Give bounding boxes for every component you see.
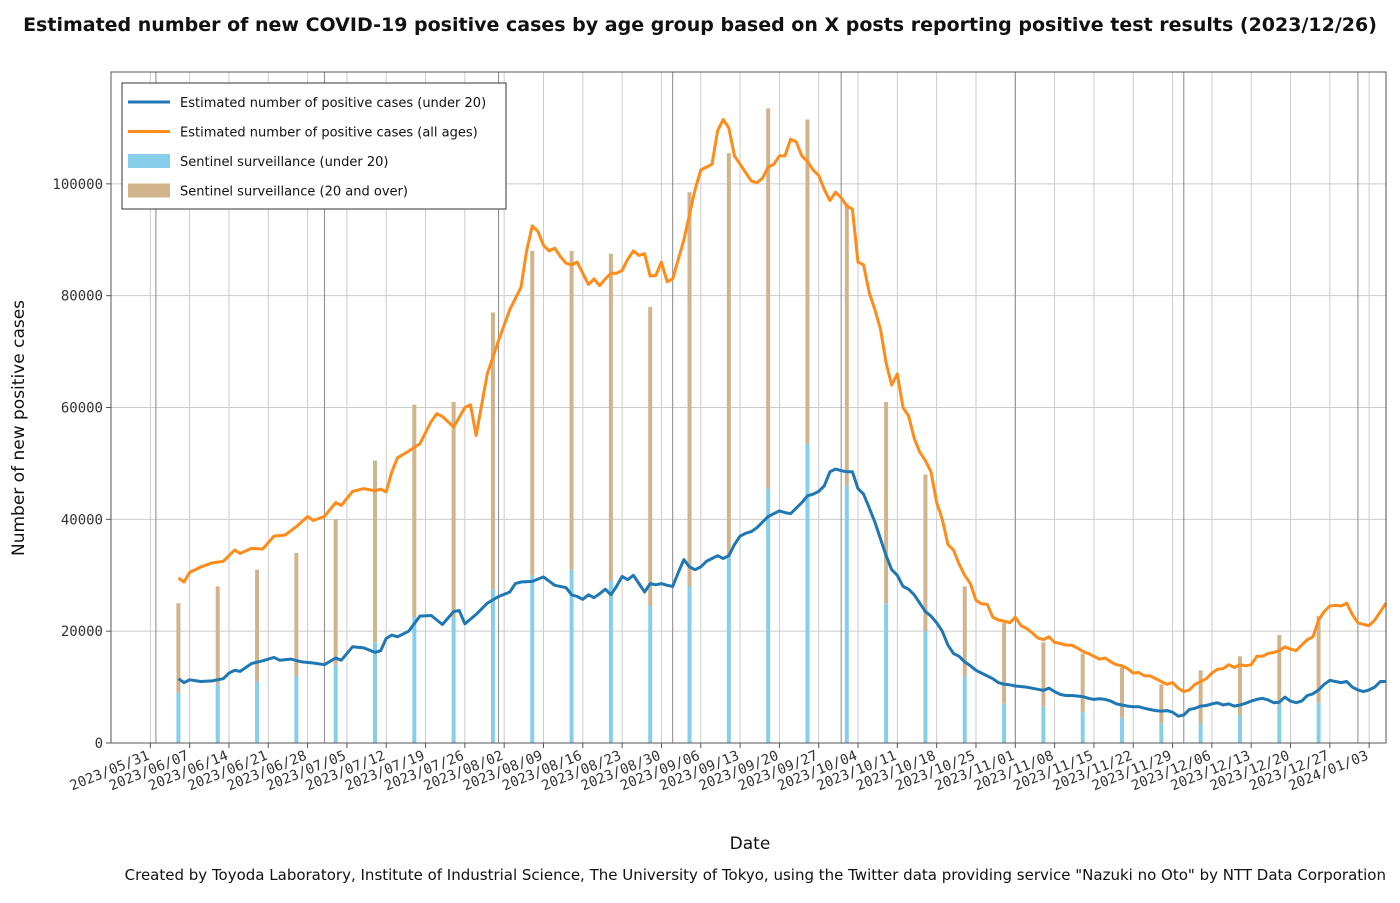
bar-sentinel-under20 bbox=[844, 485, 849, 743]
bar-sentinel-over20 bbox=[569, 250, 574, 570]
bar-sentinel-over20 bbox=[412, 404, 417, 618]
y-tick-label: 60000 bbox=[61, 401, 103, 417]
footer-credit: Created by Toyoda Laboratory, Institute … bbox=[124, 866, 1386, 884]
bar-sentinel-under20 bbox=[1041, 706, 1046, 743]
bar-sentinel-over20 bbox=[215, 586, 220, 685]
bar-sentinel-under20 bbox=[687, 586, 692, 743]
bar-sentinel-under20 bbox=[1159, 723, 1164, 743]
bar-sentinel-under20 bbox=[294, 675, 299, 743]
y-tick-label: 40000 bbox=[61, 512, 103, 528]
series-lines bbox=[177, 118, 1388, 718]
bar-sentinel-over20 bbox=[530, 250, 535, 576]
bar-sentinel-under20 bbox=[962, 675, 967, 743]
bar-sentinel-over20 bbox=[451, 401, 456, 618]
bar-sentinel-under20 bbox=[648, 606, 653, 743]
legend-swatch-patch bbox=[128, 183, 170, 198]
bar-sentinel-under20 bbox=[805, 443, 810, 743]
bar-sentinel-under20 bbox=[372, 642, 377, 743]
bar-sentinel-over20 bbox=[1277, 635, 1282, 705]
bar-sentinel-over20 bbox=[372, 460, 377, 643]
line-all-line bbox=[177, 118, 1388, 694]
y-tick-label: 80000 bbox=[61, 289, 103, 305]
bar-sentinel-over20 bbox=[1237, 656, 1242, 716]
bar-sentinel-over20 bbox=[176, 603, 181, 693]
bar-sentinel-under20 bbox=[412, 617, 417, 743]
y-tick-label: 100000 bbox=[52, 177, 103, 193]
bar-sentinel-under20 bbox=[884, 603, 889, 743]
bar-sentinel-under20 bbox=[451, 617, 456, 743]
legend-label: Sentinel surveillance (20 and over) bbox=[180, 185, 408, 200]
bar-sentinel-under20 bbox=[569, 569, 574, 743]
bar-sentinel-over20 bbox=[255, 569, 260, 682]
bar-sentinel-under20 bbox=[1120, 717, 1125, 743]
bar-sentinel-over20 bbox=[923, 474, 928, 632]
bar-sentinel-over20 bbox=[1198, 670, 1203, 724]
bar-sentinel-under20 bbox=[530, 575, 535, 743]
chart-title: Estimated number of new COVID-19 positiv… bbox=[23, 14, 1377, 36]
bar-sentinel-under20 bbox=[333, 664, 338, 743]
bar-sentinel-over20 bbox=[1041, 642, 1046, 707]
bar-sentinel-under20 bbox=[923, 631, 928, 743]
y-axis-label: Number of new positive cases bbox=[9, 300, 29, 556]
y-tick-label: 0 bbox=[95, 736, 103, 752]
bar-sentinel-over20 bbox=[1316, 616, 1321, 703]
bar-sentinel-under20 bbox=[1237, 715, 1242, 743]
bar-sentinel-under20 bbox=[1080, 712, 1085, 743]
bar-sentinel-under20 bbox=[255, 681, 260, 743]
bar-sentinel-over20 bbox=[726, 153, 731, 556]
bar-sentinel-over20 bbox=[766, 108, 771, 489]
bar-sentinel-under20 bbox=[215, 684, 220, 743]
bar-sentinel-over20 bbox=[608, 253, 613, 581]
bar-sentinel-over20 bbox=[844, 203, 849, 486]
line-under20-line bbox=[177, 467, 1386, 718]
bar-sentinel-over20 bbox=[805, 119, 810, 444]
legend-swatch-patch bbox=[128, 154, 170, 168]
bar-sentinel-under20 bbox=[766, 488, 771, 743]
bar-sentinel-over20 bbox=[687, 192, 692, 587]
x-axis-label: Date bbox=[730, 834, 771, 854]
legend-label: Estimated number of positive cases (all … bbox=[180, 126, 478, 141]
bar-sentinel-under20 bbox=[726, 555, 731, 743]
bar-sentinel-over20 bbox=[1080, 653, 1085, 713]
sentinel-bars bbox=[176, 108, 1321, 743]
legend: Estimated number of positive cases (unde… bbox=[121, 82, 507, 210]
y-axis-ticks: 0 20000 40000 60000 80000 100000 bbox=[52, 177, 111, 752]
bar-sentinel-under20 bbox=[1002, 703, 1007, 743]
bar-sentinel-under20 bbox=[176, 692, 181, 743]
bar-sentinel-over20 bbox=[884, 401, 889, 604]
bar-sentinel-over20 bbox=[1002, 622, 1007, 704]
bar-sentinel-over20 bbox=[1159, 684, 1164, 724]
bar-sentinel-under20 bbox=[608, 580, 613, 743]
bar-sentinel-under20 bbox=[1277, 704, 1282, 743]
bar-sentinel-over20 bbox=[962, 586, 967, 676]
bar-sentinel-under20 bbox=[1198, 723, 1203, 743]
legend-label: Estimated number of positive cases (unde… bbox=[180, 96, 486, 111]
bar-sentinel-under20 bbox=[1316, 702, 1321, 743]
legend-label: Sentinel surveillance (under 20) bbox=[180, 155, 388, 170]
bar-sentinel-over20 bbox=[1120, 667, 1125, 718]
legend-box bbox=[121, 82, 507, 210]
x-axis-ticks: 2023/05/312023/06/072023/06/142023/06/21… bbox=[68, 743, 1371, 794]
bar-sentinel-over20 bbox=[294, 552, 299, 676]
bar-sentinel-over20 bbox=[648, 306, 653, 607]
bar-sentinel-under20 bbox=[490, 589, 495, 743]
y-tick-label: 20000 bbox=[61, 624, 103, 640]
bar-sentinel-over20 bbox=[490, 312, 495, 590]
bar-sentinel-over20 bbox=[333, 519, 338, 665]
